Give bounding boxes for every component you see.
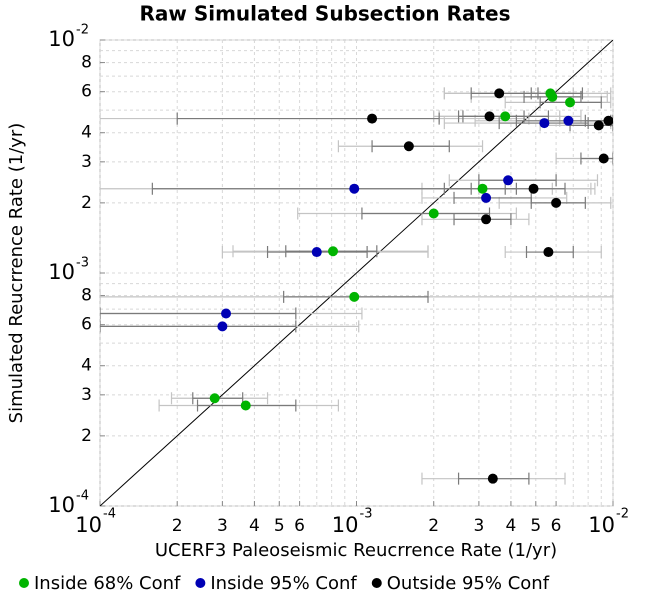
- point: [428, 208, 439, 219]
- x-tick-label: 10: [588, 513, 615, 537]
- x-tick-label: 5: [530, 516, 541, 536]
- y-tick-label: 10: [48, 27, 75, 51]
- x-tick-label: 6: [551, 516, 562, 536]
- y-tick-label: 2: [81, 426, 92, 446]
- x-tick-label: 2: [172, 516, 183, 536]
- legend-marker: [371, 578, 382, 588]
- point: [563, 115, 574, 126]
- point: [349, 183, 360, 194]
- point: [500, 111, 511, 122]
- x-tick-label: 2: [428, 516, 439, 536]
- grid: [99, 39, 614, 507]
- y-tick-label: 3: [81, 152, 92, 172]
- error-bar: [361, 207, 491, 220]
- y-tick-label: 6: [81, 82, 92, 102]
- y-tick-exponent: -4: [76, 489, 89, 504]
- y-tick-label: 10: [48, 260, 75, 284]
- point: [593, 120, 604, 131]
- y-tick-label: 6: [81, 315, 92, 335]
- error-bar: [453, 191, 532, 204]
- x-tick-label: 6: [294, 516, 305, 536]
- x-tick-exponent: -4: [103, 507, 116, 522]
- legend-label: Inside 68% Conf: [34, 573, 181, 594]
- point: [543, 247, 554, 258]
- point: [221, 308, 232, 319]
- point: [503, 175, 514, 186]
- x-tick-exponent: -3: [360, 507, 373, 522]
- point: [484, 111, 495, 122]
- point: [477, 183, 488, 194]
- point: [481, 192, 492, 203]
- x-tick-label: 10: [75, 513, 102, 537]
- point: [328, 246, 339, 257]
- one-to-one-line: [100, 40, 613, 506]
- x-tick-exponent: -2: [616, 507, 629, 522]
- point: [349, 291, 360, 302]
- legend-marker: [19, 578, 29, 588]
- point: [565, 97, 576, 108]
- legend-label: Inside 95% Conf: [210, 573, 357, 594]
- y-tick-label: 8: [81, 286, 92, 306]
- point: [551, 197, 562, 208]
- x-tick-label: 3: [217, 516, 228, 536]
- point: [603, 115, 613, 126]
- y-axis-label: Simulated Reucrrence Rate (1/yr): [6, 123, 27, 424]
- legend-label: Outside 95% Conf: [387, 573, 550, 594]
- plot-area: [100, 40, 613, 506]
- point: [494, 88, 505, 99]
- y-tick-label: 4: [81, 356, 92, 376]
- point: [367, 113, 378, 124]
- error-bar: [100, 320, 297, 333]
- x-tick-label: 5: [274, 516, 285, 536]
- point: [311, 247, 322, 258]
- y-tick-label: 8: [81, 53, 92, 73]
- point: [217, 321, 228, 332]
- point: [598, 153, 609, 164]
- y-tick-label: 2: [81, 193, 92, 213]
- y-tick-label: 4: [81, 123, 92, 143]
- point: [487, 473, 498, 484]
- point: [528, 183, 539, 194]
- point: [240, 400, 251, 411]
- x-tick-label: 4: [506, 516, 517, 536]
- x-axis-label: UCERF3 Paleoseismic Reucrrence Rate (1/y…: [155, 540, 557, 561]
- point: [539, 118, 550, 129]
- y-tick-label: 10: [48, 493, 75, 517]
- error-bar: [478, 174, 557, 187]
- chart-title: Raw Simulated Subsection Rates: [140, 2, 511, 26]
- y-tick-label: 3: [81, 385, 92, 405]
- x-tick-label: 10: [332, 513, 359, 537]
- error-bar: [470, 87, 539, 100]
- error-bar: [100, 307, 297, 320]
- y-tick-exponent: -2: [76, 23, 89, 38]
- point: [403, 141, 414, 152]
- point: [481, 214, 492, 225]
- point: [547, 91, 558, 102]
- error-bar: [151, 182, 472, 195]
- y-tick-exponent: -3: [76, 256, 89, 271]
- legend-marker: [195, 578, 206, 588]
- point: [209, 393, 220, 404]
- error-bar: [176, 112, 440, 125]
- x-tick-label: 4: [249, 516, 260, 536]
- x-tick-label: 3: [473, 516, 484, 536]
